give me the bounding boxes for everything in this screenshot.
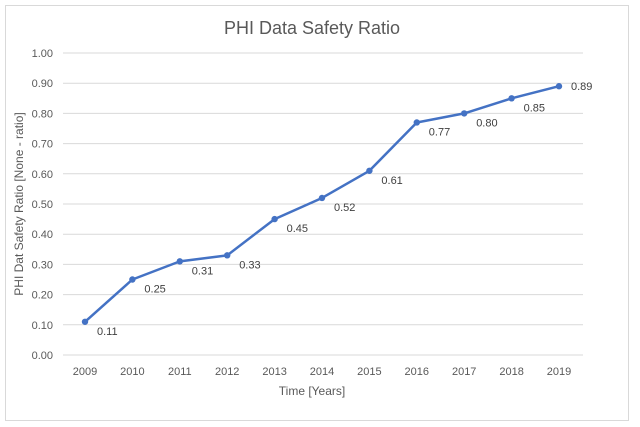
x-tick-label: 2010: [120, 366, 144, 378]
x-tick-label: 2011: [168, 366, 192, 378]
x-tick-label: 2018: [499, 366, 523, 378]
data-point: [366, 167, 373, 174]
y-tick-label: 0.70: [32, 139, 53, 151]
y-tick-label: 0.30: [32, 259, 53, 271]
data-point: [81, 318, 89, 325]
gridlines: [63, 52, 583, 356]
data-point: [129, 276, 136, 283]
y-tick-label: 0.80: [32, 108, 53, 120]
x-tick-label: 2012: [215, 366, 239, 378]
y-tick-label: 0.10: [32, 320, 53, 332]
data-labels: 0.11 0.25 0.31 0.33 0.45 0.52 0.61 0.77 0.80 0.85…: [97, 81, 592, 338]
y-tick-label: 0.90: [32, 78, 53, 90]
data-point: [271, 215, 278, 223]
data-label: 0.45: [287, 223, 308, 235]
x-tick-label: 2015: [357, 366, 381, 378]
x-tick-label: 2009: [73, 366, 97, 378]
data-point: [224, 252, 231, 259]
x-axis-label: Time [Years]: [279, 384, 345, 398]
data-label: 0.89: [571, 81, 592, 93]
y-tick-label: 0.20: [32, 290, 53, 302]
data-point: [461, 110, 468, 117]
series-line-group: [81, 83, 563, 325]
data-label: 0.25: [144, 284, 165, 296]
data-point: [176, 258, 183, 265]
data-label: 0.77: [429, 126, 450, 138]
chart-frame: [5, 5, 629, 421]
y-tick-label: 0.60: [32, 169, 53, 181]
data-label: 0.52: [334, 202, 355, 214]
x-tick-label: 2016: [405, 366, 429, 378]
y-axis-ticks: 0.00 0.10 0.20 0.30 0.40 0.50 0.60 0.70 0.80 0.90…: [32, 48, 53, 362]
y-tick-label: 0.50: [32, 199, 53, 211]
data-point: [318, 194, 326, 202]
x-tick-label: 2017: [452, 366, 476, 378]
data-label: 0.61: [381, 175, 402, 187]
x-tick-label: 2013: [262, 366, 286, 378]
data-label: 0.31: [192, 265, 213, 277]
data-point: [508, 95, 515, 102]
x-axis-ticks: 2009 2010 2011 2012 2013 2014 2015 2016 2017 2018…: [73, 366, 571, 378]
data-label: 0.85: [524, 102, 545, 114]
y-tick-label: 0.00: [32, 350, 53, 362]
y-tick-label: 0.40: [32, 229, 53, 241]
data-point: [413, 119, 420, 126]
y-tick-label: 1.00: [32, 48, 53, 60]
data-label: 0.80: [476, 117, 497, 129]
data-label: 0.11: [97, 326, 118, 338]
chart-title: PHI Data Safety Ratio: [224, 18, 400, 38]
x-tick-label: 2014: [310, 366, 334, 378]
x-tick-label: 2019: [547, 366, 571, 378]
data-label: 0.33: [239, 259, 260, 271]
data-point: [555, 83, 563, 90]
y-axis-label: PHI Dat Safety Ratio [None - ratio]: [12, 112, 26, 295]
